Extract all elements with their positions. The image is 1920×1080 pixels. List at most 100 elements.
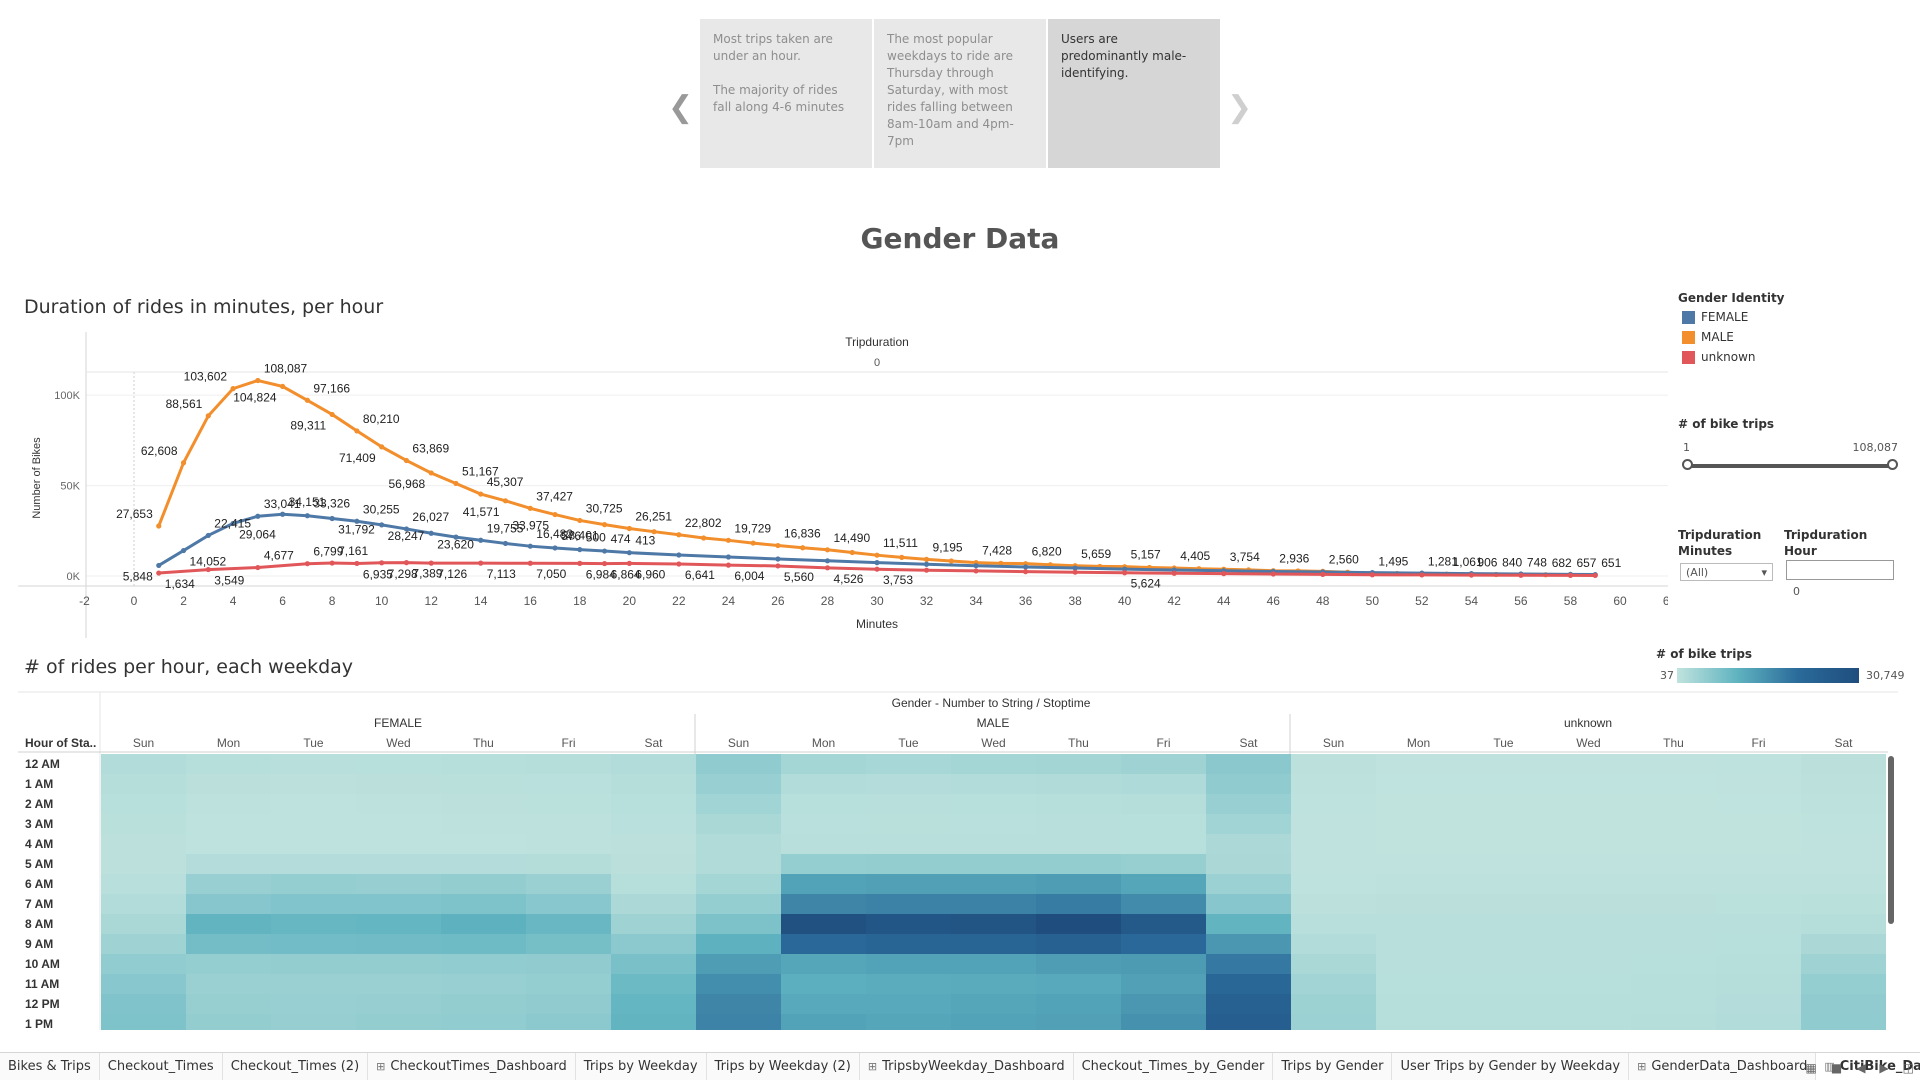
data-point-male <box>527 505 533 511</box>
data-label-female: 16,482 <box>536 527 573 541</box>
tab-checkouttimes-dashboard[interactable]: ⊞ CheckoutTimes_Dashboard <box>368 1052 576 1080</box>
data-point-male <box>577 517 583 524</box>
heatmap-cell <box>271 774 356 794</box>
data-point-female <box>230 520 236 527</box>
show-tabs-icon[interactable]: ■ <box>1830 1061 1843 1075</box>
tab-tripsbyweekday-dashboard[interactable]: ⊞ TripsbyWeekday_Dashboard <box>860 1052 1074 1080</box>
scroll-tabs-left-icon[interactable]: ◀ <box>1856 1061 1866 1075</box>
data-point-unknown <box>255 564 261 571</box>
duration-minutes-dropdown[interactable]: (All) ▾ <box>1680 563 1773 581</box>
tab-checkout-times-by-gender[interactable]: Checkout_Times_by_Gender <box>1074 1052 1274 1080</box>
tab-trips-by-weekday[interactable]: Trips by Weekday <box>576 1052 707 1080</box>
data-point-male <box>701 535 707 541</box>
heatmap-cell <box>1206 934 1291 954</box>
heatmap-cell <box>101 994 186 1014</box>
heatmap-cell <box>1801 774 1886 794</box>
heatmap-cell <box>951 974 1036 994</box>
hour-label: 12 AM <box>25 757 60 771</box>
tab-checkout-times-2-[interactable]: Checkout_Times (2) <box>223 1052 369 1080</box>
story-point-2[interactable]: The most popular weekdays to ride are Th… <box>874 19 1046 168</box>
slider-handle-min[interactable] <box>1682 459 1693 470</box>
heatmap-cell <box>1036 954 1121 974</box>
legend-item-unknown[interactable]: unknown <box>1682 350 1756 364</box>
heatmap-cell <box>1631 994 1716 1014</box>
story-point-3[interactable]: Users are predominantly male-identifying… <box>1048 19 1220 168</box>
chevron-left-icon[interactable]: ❮ <box>668 90 694 125</box>
data-label-unknown: 6,641 <box>685 568 715 582</box>
heatmap-cell <box>1716 754 1801 774</box>
heatmap-cell <box>1121 794 1206 814</box>
heatmap-cell <box>1291 854 1376 874</box>
tab-trips-by-weekday-2-[interactable]: Trips by Weekday (2) <box>707 1052 860 1080</box>
group-label-female: FEMALE <box>374 716 422 730</box>
bike-trips-filter-label: # of bike trips <box>1678 417 1775 431</box>
data-point-female <box>205 532 211 539</box>
day-label-sat: Sat <box>1834 736 1853 750</box>
heatmap-cell <box>356 814 441 834</box>
heatmap-cell <box>951 794 1036 814</box>
day-label-fri: Fri <box>562 736 576 750</box>
hour-label: 1 AM <box>25 777 53 791</box>
story-point-1[interactable]: Most trips taken are under an hour. The … <box>700 19 872 168</box>
heatmap-cell <box>696 974 781 994</box>
heatmap-cell <box>1121 994 1206 1014</box>
data-point-female <box>775 556 781 562</box>
data-label-male: 104,824 <box>233 390 277 404</box>
heatmap-cell <box>866 914 951 934</box>
data-point-female <box>527 543 533 549</box>
heatmap-cell <box>781 794 866 814</box>
tab-genderdata-dashboard[interactable]: ⊞ GenderData_Dashboard <box>1629 1052 1817 1080</box>
heatmap-cell <box>951 834 1036 854</box>
heatmap-cell <box>1036 754 1121 774</box>
data-label-unknown: 6,864 <box>611 568 641 582</box>
heatmap-scrollbar[interactable] <box>1888 756 1894 924</box>
chevron-right-icon[interactable]: ❯ <box>1227 90 1253 125</box>
scroll-tabs-right-icon[interactable]: ▶ <box>1879 1061 1889 1075</box>
heatmap-cell <box>1036 774 1121 794</box>
x-tick-label: 50 <box>1366 594 1380 608</box>
heatmap-cell <box>1036 874 1121 894</box>
tab-citibike-data[interactable]: ▥ CitiBike_Data <box>1816 1052 1920 1080</box>
tab-checkout-times[interactable]: Checkout_Times <box>100 1052 223 1080</box>
heatmap-cell <box>1376 994 1461 1014</box>
hour-label: 2 AM <box>25 797 53 811</box>
data-point-unknown <box>824 565 831 571</box>
heatmap-cell <box>866 1014 951 1030</box>
data-point-male <box>750 540 756 546</box>
data-label-unknown: 7,050 <box>536 567 566 581</box>
heatmap-cell <box>526 914 611 934</box>
heatmap-cell <box>1121 974 1206 994</box>
heatmap-cell <box>441 914 526 934</box>
group-label-unknown: unknown <box>1564 716 1612 730</box>
data-point-unknown <box>428 560 434 566</box>
heatmap-cell <box>1716 794 1801 814</box>
heatmap-cell <box>611 994 696 1014</box>
tab-bikes-trips[interactable]: Bikes & Trips <box>0 1052 100 1080</box>
data-label-male: 22,802 <box>685 516 722 530</box>
data-label-male: 97,166 <box>313 381 350 395</box>
data-label-male: 1,061 <box>1453 555 1483 569</box>
heatmap-cell <box>611 794 696 814</box>
heatmap-cell <box>866 754 951 774</box>
data-point-unknown <box>205 566 211 573</box>
tab-bar-controls: ▦ ■ ◀ ▶ ◫ <box>1806 1061 1915 1075</box>
data-label-unknown: 7,113 <box>487 567 516 581</box>
bike-trips-slider-track[interactable] <box>1687 464 1893 468</box>
tab-user-trips-by-gender-by-weekday[interactable]: User Trips by Gender by Weekday <box>1392 1052 1630 1080</box>
presentation-mode-icon[interactable]: ◫ <box>1902 1061 1914 1075</box>
slider-handle-max[interactable] <box>1887 459 1898 470</box>
heatmap-cell <box>611 774 696 794</box>
legend-item-female[interactable]: FEMALE <box>1682 310 1748 324</box>
data-label-unknown: 1,634 <box>165 577 195 591</box>
duration-hour-input[interactable] <box>1786 560 1894 580</box>
heatmap-cell <box>1716 894 1801 914</box>
data-point-male <box>205 413 211 419</box>
show-filmstrip-icon[interactable]: ▦ <box>1805 1061 1817 1075</box>
legend-item-male[interactable]: MALE <box>1682 330 1734 344</box>
heatmap-cell <box>1716 934 1801 954</box>
heatmap-cell <box>186 994 271 1014</box>
heatmap-cell <box>1206 974 1291 994</box>
tab-trips-by-gender[interactable]: Trips by Gender <box>1273 1052 1393 1080</box>
heatmap-cell <box>1036 814 1121 834</box>
data-point-male <box>180 460 187 466</box>
